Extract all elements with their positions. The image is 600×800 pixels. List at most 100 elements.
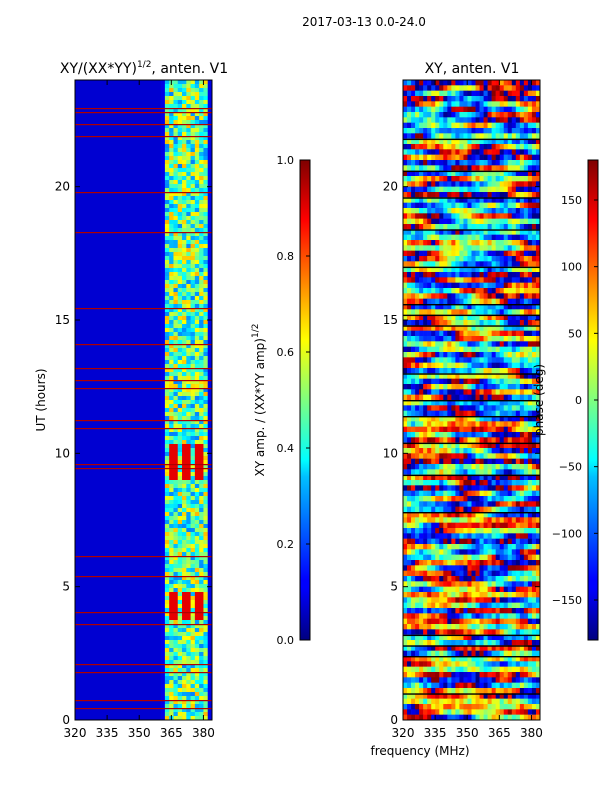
heatmap-cell <box>431 464 436 470</box>
heatmap-cell <box>164 616 170 621</box>
heatmap-cell <box>164 708 170 713</box>
heatmap-cell <box>190 184 196 189</box>
heatmap-cell <box>439 357 444 363</box>
heatmap-cell <box>203 484 209 489</box>
heatmap-cell <box>535 293 540 299</box>
heatmap-cell <box>160 80 166 85</box>
heatmap-cell <box>160 288 166 293</box>
heatmap-cell <box>479 192 484 198</box>
heatmap-cell <box>439 96 444 102</box>
heatmap-cell <box>427 378 432 385</box>
heatmap-cell <box>459 485 464 491</box>
heatmap-cell <box>177 376 183 381</box>
heatmap-cell <box>186 568 191 573</box>
heatmap-cell <box>186 160 191 165</box>
heatmap-cell <box>190 468 196 473</box>
heatmap-cell <box>463 517 468 523</box>
heatmap-cell <box>491 106 496 113</box>
heatmap-cell <box>203 560 209 565</box>
heatmap-cell <box>407 277 412 283</box>
heatmap-cell <box>182 564 187 569</box>
heatmap-cell <box>507 490 513 497</box>
heatmap-cell <box>483 224 488 230</box>
heatmap-cell <box>177 652 183 657</box>
heatmap-cell <box>194 324 200 329</box>
heatmap-cell <box>169 296 174 301</box>
heatmap-cell <box>186 280 191 285</box>
heatmap-cell <box>164 444 170 449</box>
heatmap-cell <box>431 426 436 433</box>
heatmap-cell <box>169 392 174 397</box>
heatmap-cell <box>475 522 480 529</box>
heatmap-cell <box>423 426 428 433</box>
heatmap-cell <box>475 490 480 497</box>
heatmap-cell <box>423 112 428 118</box>
heatmap-cell <box>463 277 468 283</box>
heatmap-cell <box>160 332 166 337</box>
heatmap-cell <box>487 80 492 86</box>
heatmap-cell <box>411 304 416 310</box>
heatmap-cell <box>467 208 472 214</box>
heatmap-cell <box>459 330 464 337</box>
heatmap-cell <box>423 485 428 491</box>
heatmap-cell <box>194 216 200 221</box>
heatmap-cell <box>199 144 204 149</box>
heatmap-cell <box>182 196 187 201</box>
heatmap-cell <box>182 700 187 705</box>
heatmap-cell <box>164 544 170 549</box>
heatmap-cell <box>531 293 537 299</box>
heatmap-cell <box>431 213 436 219</box>
heatmap-cell <box>207 128 212 133</box>
heatmap-cell <box>407 272 412 278</box>
heatmap-cell <box>203 268 209 273</box>
heatmap-cell <box>182 140 187 145</box>
heatmap-cell <box>535 464 540 470</box>
heatmap-cell <box>199 664 204 669</box>
heatmap-cell <box>194 196 200 201</box>
heatmap-cell <box>186 452 191 457</box>
heatmap-cell <box>160 580 166 585</box>
heatmap-cell <box>495 293 501 299</box>
heatmap-cell <box>459 506 464 513</box>
heatmap-cell <box>491 506 496 513</box>
heatmap-cell <box>503 314 509 321</box>
heatmap-cell <box>173 596 179 601</box>
heatmap-cell <box>467 453 472 459</box>
heatmap-cell <box>463 400 468 406</box>
heatmap-cell <box>173 672 179 677</box>
heatmap-cell <box>199 248 204 253</box>
heatmap-cell <box>207 616 212 621</box>
heatmap-cell <box>190 164 196 169</box>
heatmap-cell <box>523 352 529 358</box>
heatmap-cell <box>491 432 496 438</box>
heatmap-cell <box>182 512 187 517</box>
heatmap-cell <box>164 348 170 353</box>
heatmap-flag-row <box>403 400 540 402</box>
heatmap-cell <box>479 501 484 507</box>
heatmap-cell <box>173 184 179 189</box>
heatmap-cell <box>194 256 200 261</box>
heatmap-cell <box>415 245 420 251</box>
heatmap-cell <box>467 176 472 182</box>
heatmap-cell <box>164 660 170 665</box>
heatmap-cell <box>419 282 424 289</box>
heatmap-cell <box>173 684 179 689</box>
heatmap-cell <box>491 181 496 187</box>
heatmap-cell <box>423 533 428 539</box>
heatmap-cell <box>535 480 540 486</box>
heatmap-cell <box>447 293 452 299</box>
heatmap-cell <box>403 96 408 102</box>
heatmap-cell <box>431 186 436 193</box>
heatmap-cell <box>194 556 200 561</box>
heatmap-cell <box>483 469 488 475</box>
heatmap-cell <box>519 112 525 118</box>
heatmap-cell <box>199 408 204 413</box>
heatmap-cell <box>164 456 170 461</box>
heatmap-cell <box>199 640 204 645</box>
heatmap-cell <box>471 346 476 353</box>
heatmap-cell <box>499 464 505 470</box>
heatmap-cell <box>203 452 209 457</box>
heatmap-cell <box>199 260 204 265</box>
heatmap-cell <box>403 501 408 507</box>
heatmap-cell <box>519 400 525 406</box>
